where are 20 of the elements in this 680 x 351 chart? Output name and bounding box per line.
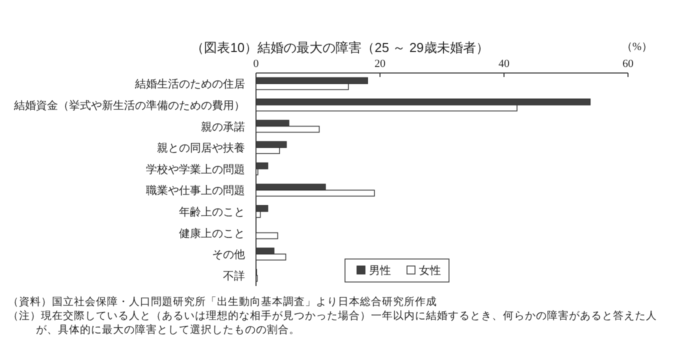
chart-title: （図表10）結婚の最大の障害（25 ～ 29歳未婚者） (191, 40, 489, 55)
legend-label: 女性 (419, 265, 441, 277)
x-tick-label: 40 (498, 58, 510, 70)
y-tick-label: 不詳 (223, 269, 245, 282)
x-tick-label: 60 (622, 58, 634, 70)
text: （注）現在交際している人と（あるいは理想的な相手が見つかった場合）一年以内に結婚するとき、何らかの障害があると答えた人が、具体的に最大の障害として選択したものの割合。 (8, 310, 658, 338)
y-tick-label: 親の承諾 (201, 120, 245, 134)
y-tick-label: 学校や学業上の問題 (146, 162, 245, 176)
y-tick-label: 親との同居や扶養 (157, 142, 245, 155)
text: （資料）国立社会保障・人口問題研究所「出生動向基本調査」より日本総合研究所作成 (8, 296, 438, 310)
y-tick-label: 職業や仕事上の問題 (146, 184, 245, 198)
y-tick-label: 年齢上のこと (179, 205, 245, 218)
y-tick-label: 結婚生活のための住居 (134, 78, 245, 91)
legend-label: 男性 (369, 265, 391, 277)
y-tick-label: 健康上のこと (179, 226, 245, 240)
x-tick-label: 20 (374, 58, 386, 70)
y-tick-label: 結婚資金（挙式や新生活の準備のための費用） (13, 98, 245, 112)
x-axis-title: （%） (621, 41, 653, 53)
y-tick-label: その他 (212, 249, 245, 262)
x-tick-label: 0 (253, 58, 260, 70)
